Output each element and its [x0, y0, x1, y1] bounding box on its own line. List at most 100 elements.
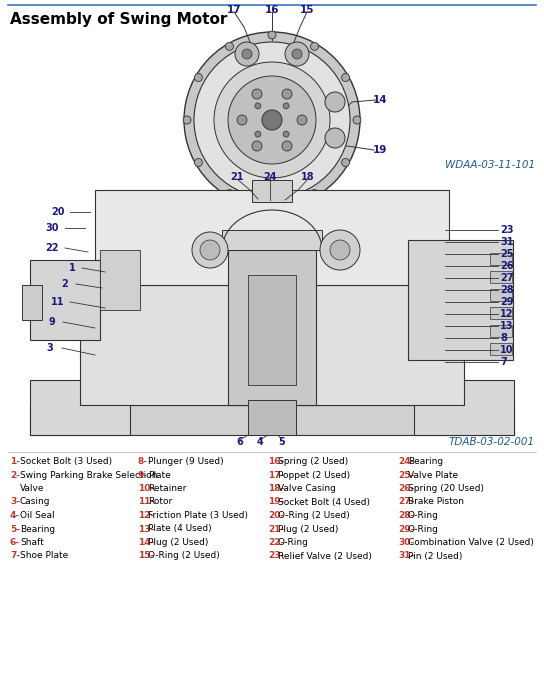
Text: O-Ring: O-Ring: [408, 511, 439, 520]
Circle shape: [283, 131, 289, 137]
FancyBboxPatch shape: [490, 271, 512, 283]
Text: 19: 19: [373, 145, 387, 155]
Text: Relief Valve (2 Used): Relief Valve (2 Used): [278, 552, 372, 561]
Text: 8-: 8-: [138, 457, 148, 466]
Text: 3-: 3-: [10, 498, 20, 507]
FancyBboxPatch shape: [490, 343, 512, 355]
FancyBboxPatch shape: [100, 250, 140, 310]
Circle shape: [194, 42, 350, 198]
Circle shape: [194, 74, 202, 81]
Text: Poppet (2 Used): Poppet (2 Used): [278, 470, 350, 480]
Text: 25-: 25-: [398, 470, 414, 480]
Text: Plug (2 Used): Plug (2 Used): [148, 538, 208, 547]
Text: 6: 6: [237, 437, 243, 447]
Text: 14: 14: [373, 95, 387, 105]
Circle shape: [235, 42, 259, 66]
Text: 6-: 6-: [10, 538, 20, 547]
Circle shape: [282, 141, 292, 151]
Circle shape: [242, 49, 252, 59]
Text: Valve Casing: Valve Casing: [278, 484, 336, 493]
Text: 25: 25: [500, 249, 514, 259]
Circle shape: [268, 201, 276, 209]
Text: 1-: 1-: [10, 457, 20, 466]
Text: 21: 21: [230, 172, 244, 182]
Circle shape: [255, 103, 261, 109]
Circle shape: [342, 74, 350, 81]
FancyBboxPatch shape: [30, 405, 514, 435]
Text: Oil Seal: Oil Seal: [20, 511, 54, 520]
Text: 16-: 16-: [268, 457, 285, 466]
Text: 18-: 18-: [268, 484, 285, 493]
Text: 10-: 10-: [138, 484, 154, 493]
Text: 28-: 28-: [398, 511, 414, 520]
Text: Friction Plate (3 Used): Friction Plate (3 Used): [148, 511, 248, 520]
Text: Pin (2 Used): Pin (2 Used): [408, 552, 462, 561]
Text: 15-: 15-: [138, 552, 154, 561]
Text: 12-: 12-: [138, 511, 154, 520]
Text: Rotor: Rotor: [148, 498, 172, 507]
Text: 11-: 11-: [138, 498, 154, 507]
Text: Valve: Valve: [20, 484, 45, 493]
Text: 30: 30: [45, 223, 59, 233]
FancyBboxPatch shape: [22, 285, 42, 320]
Text: Spring (2 Used): Spring (2 Used): [278, 457, 348, 466]
Text: Plate: Plate: [148, 470, 171, 480]
Text: 2-: 2-: [10, 470, 20, 480]
FancyBboxPatch shape: [95, 190, 449, 285]
Circle shape: [184, 32, 360, 208]
Text: 18: 18: [301, 172, 315, 182]
Circle shape: [200, 240, 220, 260]
FancyBboxPatch shape: [228, 250, 316, 405]
Text: O-Ring: O-Ring: [408, 524, 439, 533]
Text: 10: 10: [500, 345, 514, 355]
Text: Plunger (9 Used): Plunger (9 Used): [148, 457, 224, 466]
Text: Socket Bolt (4 Used): Socket Bolt (4 Used): [278, 498, 370, 507]
Text: Assembly of Swing Motor: Assembly of Swing Motor: [10, 12, 227, 27]
Text: Shoe Plate: Shoe Plate: [20, 552, 68, 561]
Circle shape: [282, 89, 292, 99]
Text: 23: 23: [245, 218, 259, 228]
FancyBboxPatch shape: [222, 230, 322, 250]
Circle shape: [268, 31, 276, 39]
Text: 9-: 9-: [138, 470, 148, 480]
Text: TDAB-03-02-001: TDAB-03-02-001: [449, 437, 535, 447]
Text: 27: 27: [500, 273, 514, 283]
Text: 3: 3: [47, 343, 53, 353]
Circle shape: [297, 115, 307, 125]
Text: 23: 23: [500, 225, 514, 235]
Circle shape: [226, 190, 233, 197]
FancyBboxPatch shape: [490, 289, 512, 301]
Text: 1: 1: [69, 263, 76, 273]
Circle shape: [285, 42, 309, 66]
Text: Plate (4 Used): Plate (4 Used): [148, 524, 212, 533]
Circle shape: [252, 89, 262, 99]
Text: 4-: 4-: [10, 511, 20, 520]
FancyBboxPatch shape: [408, 240, 513, 360]
Text: Swing Parking Brake Selection: Swing Parking Brake Selection: [20, 470, 158, 480]
Text: 8: 8: [500, 333, 507, 343]
Text: O-Ring: O-Ring: [278, 538, 309, 547]
Text: 20-: 20-: [268, 511, 284, 520]
Text: 30-: 30-: [398, 538, 414, 547]
Circle shape: [194, 158, 202, 167]
Text: 27-: 27-: [398, 498, 415, 507]
Circle shape: [325, 128, 345, 148]
Text: O-Ring (2 Used): O-Ring (2 Used): [148, 552, 220, 561]
FancyBboxPatch shape: [490, 325, 512, 337]
Circle shape: [183, 116, 191, 124]
FancyBboxPatch shape: [248, 400, 296, 435]
Text: 22: 22: [45, 243, 59, 253]
Text: 17-: 17-: [268, 470, 285, 480]
Text: 13: 13: [500, 321, 514, 331]
Text: 16: 16: [265, 5, 279, 15]
Circle shape: [330, 240, 350, 260]
FancyBboxPatch shape: [490, 307, 512, 319]
Circle shape: [255, 131, 261, 137]
Circle shape: [311, 43, 318, 50]
Circle shape: [320, 230, 360, 270]
Text: 29: 29: [500, 297, 514, 307]
Text: Socket Bolt (3 Used): Socket Bolt (3 Used): [20, 457, 112, 466]
FancyBboxPatch shape: [252, 180, 292, 202]
Text: 24: 24: [263, 172, 277, 182]
Text: Combination Valve (2 Used): Combination Valve (2 Used): [408, 538, 534, 547]
